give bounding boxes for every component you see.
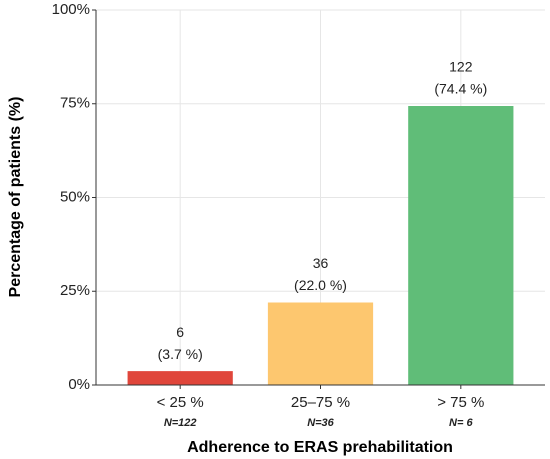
y-tick-label: 100% (52, 1, 90, 18)
x-sublabel: N=122 (164, 417, 197, 429)
count-label: 6 (176, 324, 184, 340)
y-tick-label: 25% (60, 282, 90, 299)
x-tick-label: 25–75 % (291, 394, 350, 411)
y-axis-label: Percentage of patients (%) (7, 97, 24, 298)
y-tick-label: 50% (60, 188, 90, 205)
x-tick-label: < 25 % (157, 394, 204, 411)
value-label: (3.7 %) (158, 346, 203, 362)
x-axis-label: Adherence to ERAS prehabilitation (187, 439, 453, 456)
x-tick-label: > 75 % (437, 394, 484, 411)
y-tick-label: 75% (60, 95, 90, 112)
bar (267, 302, 374, 385)
y-tick-label: 0% (68, 376, 90, 393)
bar (127, 371, 233, 385)
bar (408, 106, 514, 385)
x-sublabel: N= 6 (449, 417, 473, 429)
x-sublabel: N=36 (307, 417, 334, 429)
value-label: (74.4 %) (434, 81, 487, 97)
count-label: 36 (313, 255, 329, 271)
value-label: (22.0 %) (294, 277, 347, 293)
count-label: 122 (449, 59, 473, 75)
